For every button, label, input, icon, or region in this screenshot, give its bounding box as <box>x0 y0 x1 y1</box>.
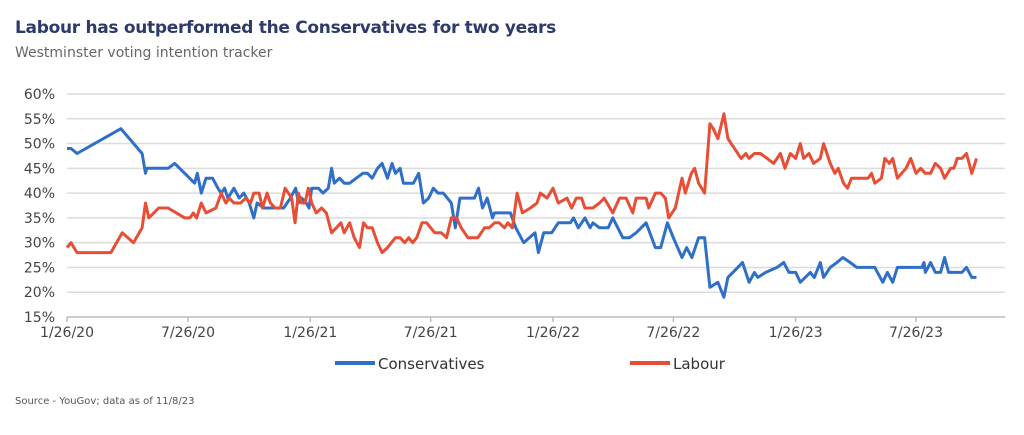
y-tick-label: 60% <box>24 87 55 103</box>
x-tick-label: 7/26/20 <box>161 325 215 341</box>
y-axis-ticks: 15% 20% 25% 30% 35% 40% 45% 50% 55% 60% <box>24 87 55 326</box>
y-tick-label: 15% <box>24 310 55 326</box>
y-tick-label: 20% <box>24 285 55 301</box>
series-line-conservatives <box>67 127 977 299</box>
x-tick-label: 1/26/23 <box>769 325 823 341</box>
series-lines <box>65 112 978 299</box>
chart-title: Labour has outperformed the Conservative… <box>15 18 556 38</box>
series-line-labour <box>65 112 978 255</box>
x-tick-label: 7/26/21 <box>404 325 458 341</box>
legend-label-labour: Labour <box>673 355 726 373</box>
x-tick-label: 1/26/21 <box>283 325 337 341</box>
y-tick-label: 35% <box>24 211 55 227</box>
chart-subtitle: Westminster voting intention tracker <box>15 45 273 61</box>
y-tick-label: 55% <box>24 112 55 128</box>
y-tick-label: 40% <box>24 186 55 202</box>
x-tick-label: 1/26/22 <box>526 325 580 341</box>
y-tick-label: 30% <box>24 236 55 252</box>
x-tick-label: 1/26/20 <box>40 325 94 341</box>
source-note: Source - YouGov; data as of 11/8/23 <box>15 396 195 407</box>
legend: Conservatives Labour <box>335 355 726 373</box>
x-tick-label: 7/26/22 <box>646 325 700 341</box>
y-tick-label: 45% <box>24 161 55 177</box>
legend-label-conservatives: Conservatives <box>378 355 485 373</box>
y-tick-label: 25% <box>24 260 55 276</box>
x-tick-label: 7/26/23 <box>889 325 943 341</box>
y-tick-label: 50% <box>24 137 55 153</box>
x-axis: 1/26/20 7/26/20 1/26/21 7/26/21 1/26/22 7/26/… <box>40 316 1005 341</box>
gridlines <box>67 93 1005 293</box>
